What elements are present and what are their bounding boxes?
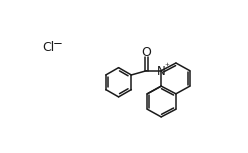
Text: ⁺: ⁺ — [164, 62, 169, 71]
Text: N: N — [157, 65, 166, 78]
Text: −: − — [52, 37, 62, 50]
Text: Cl: Cl — [42, 41, 54, 54]
Text: O: O — [142, 46, 152, 59]
